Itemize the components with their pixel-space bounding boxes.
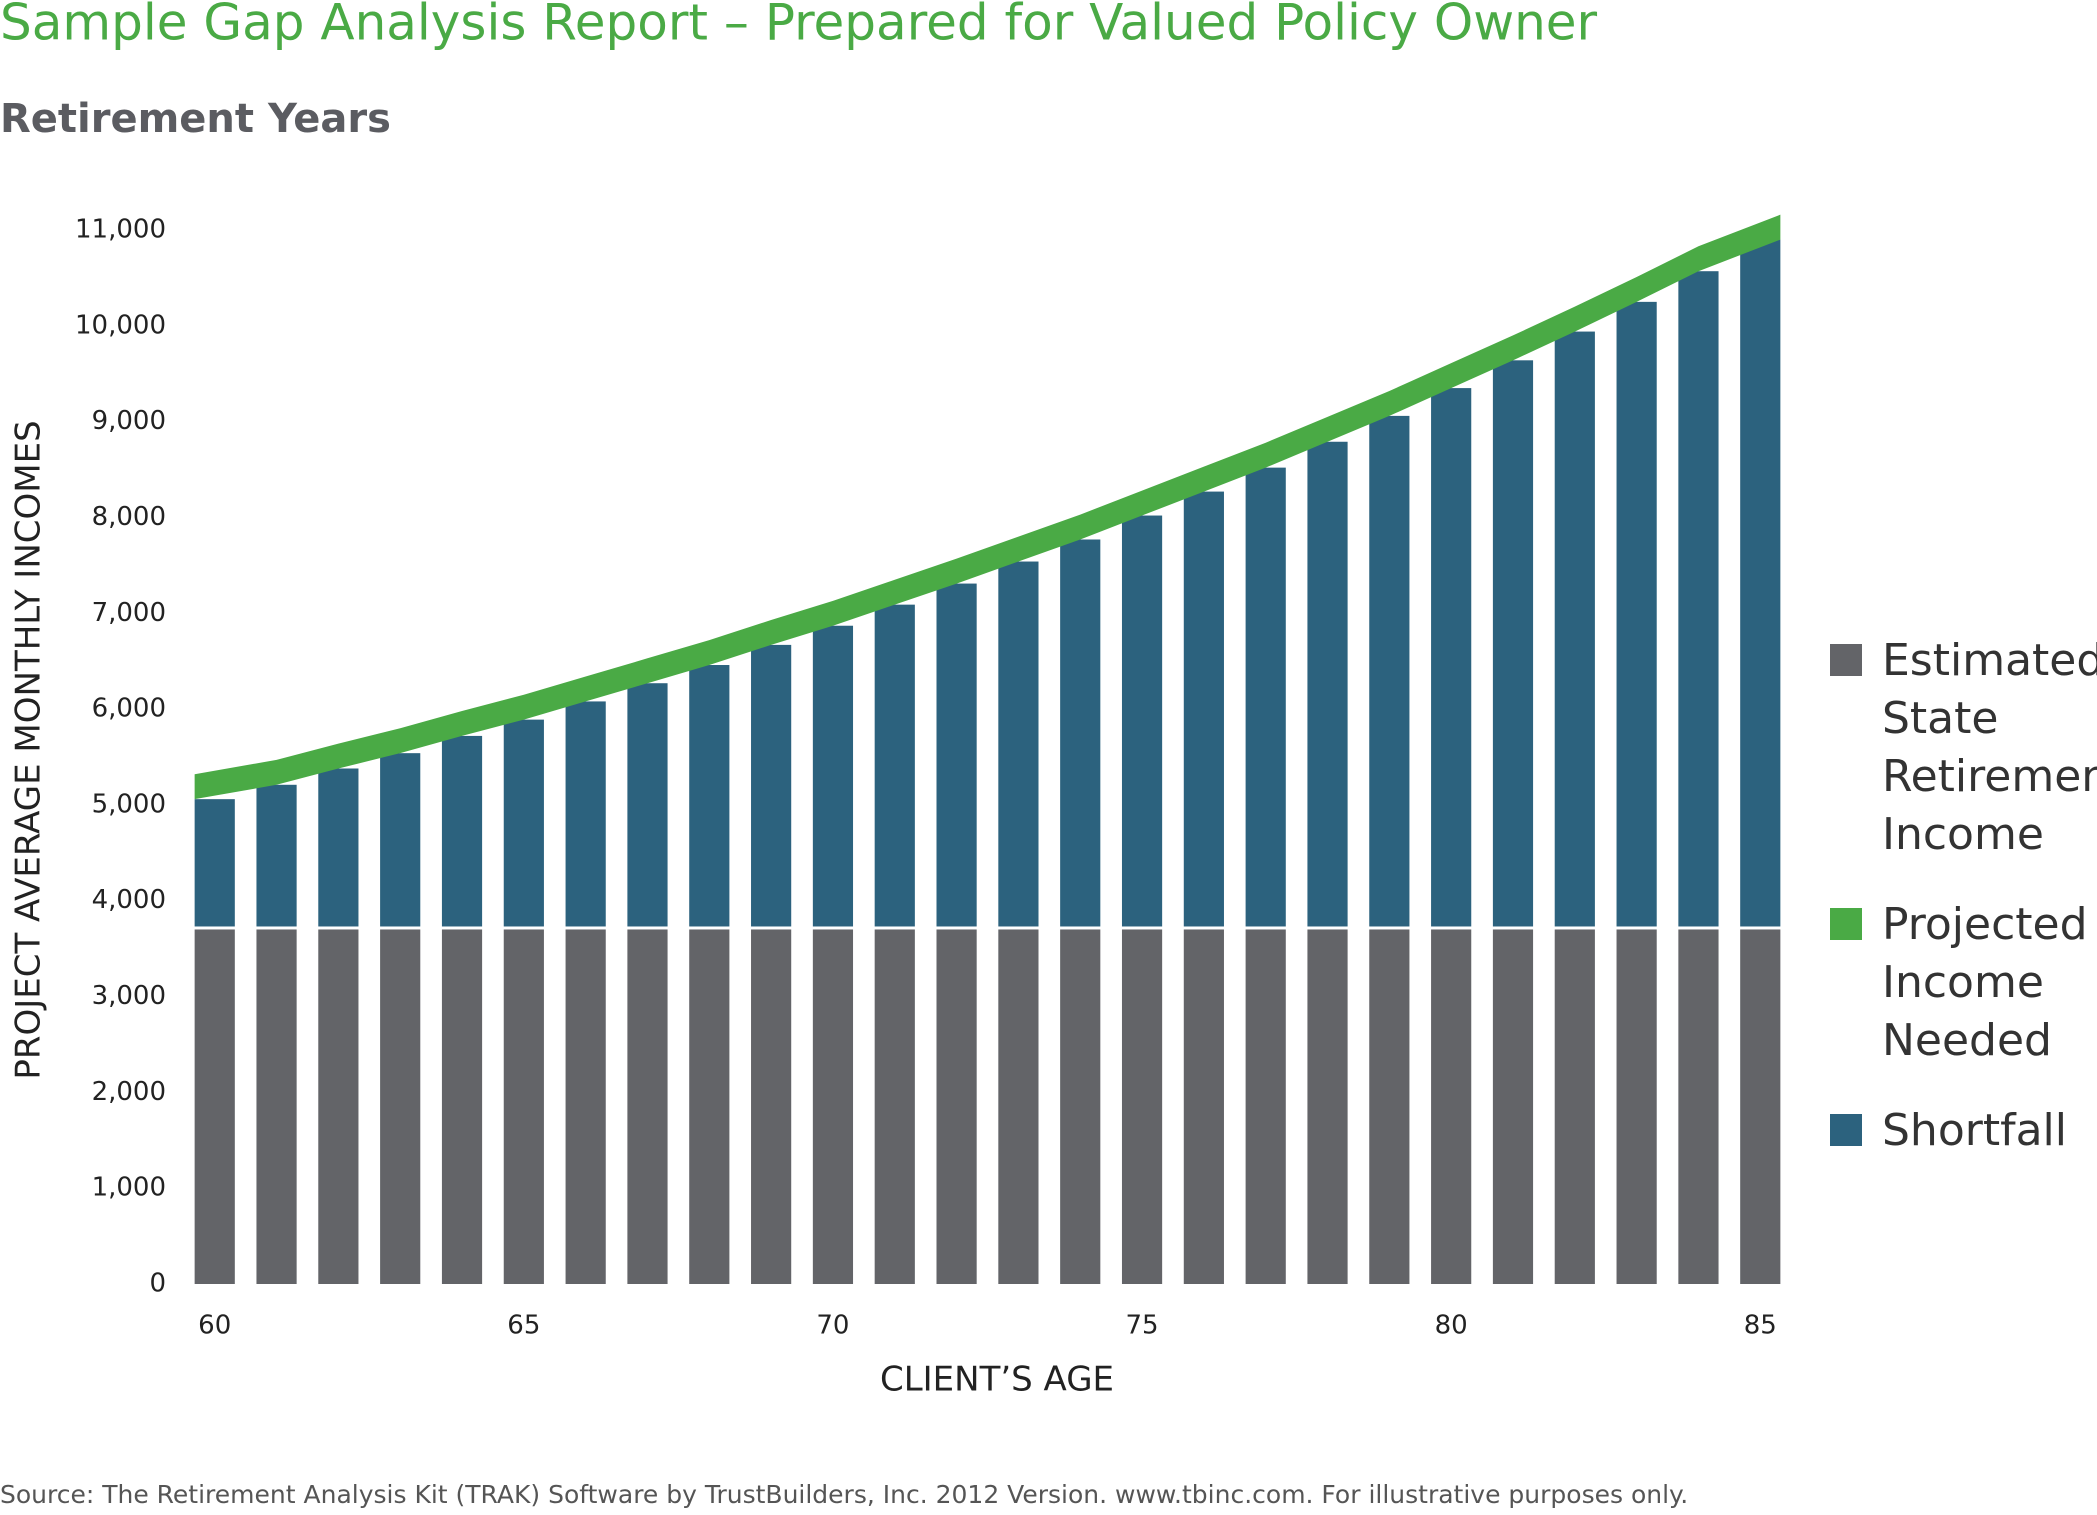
x-tick-label: 85	[1744, 1311, 1777, 1341]
bar-segment	[1431, 929, 1472, 1284]
bar-segment	[1431, 388, 1472, 927]
income-band	[194, 214, 1781, 800]
y-tick-label: 7,000	[92, 598, 166, 628]
bar-segment	[751, 644, 792, 927]
bar-segment	[194, 929, 235, 1284]
bar-segment	[998, 929, 1039, 1284]
bar-segment	[812, 929, 854, 1284]
y-tick-label: 0	[149, 1269, 166, 1299]
legend-item: Estimated State Retirement Income	[1830, 632, 2097, 864]
bar-segment	[874, 604, 915, 927]
bar-segment	[194, 799, 235, 927]
legend-label: Shortfall	[1882, 1105, 2067, 1156]
bar-segment	[565, 929, 606, 1284]
bar-segment	[998, 561, 1039, 927]
y-tick-label: 8,000	[92, 502, 166, 532]
legend-swatch	[1830, 644, 1862, 676]
bar-segment	[1060, 929, 1101, 1284]
bar-segment	[751, 929, 792, 1284]
bar-segment	[441, 929, 483, 1284]
x-tick-label: 60	[198, 1311, 231, 1341]
bar-segment	[565, 701, 606, 927]
bar-segment	[1492, 929, 1534, 1284]
bar-segment	[1616, 301, 1657, 927]
chart-title: Sample Gap Analysis Report – Prepared fo…	[0, 0, 1598, 52]
bar-segment	[1740, 929, 1781, 1284]
bar-segment	[441, 735, 483, 927]
source-note: Source: The Retirement Analysis Kit (TRA…	[0, 1480, 1688, 1509]
legend-swatch	[1830, 1114, 1862, 1146]
x-tick-label: 65	[507, 1311, 540, 1341]
y-tick-label: 5,000	[92, 789, 166, 819]
legend-label: Estimated State Retirement Income	[1882, 635, 2097, 860]
y-tick-label: 10,000	[75, 310, 166, 340]
y-tick-label: 11,000	[75, 215, 166, 245]
bar-segment	[380, 753, 421, 927]
bar-segment	[1307, 441, 1348, 927]
bar-segment	[503, 719, 544, 927]
y-tick-label: 6,000	[92, 694, 166, 724]
y-axis-label: PROJECT AVERAGE MONTHLY INCOMES	[9, 420, 49, 1079]
bar-segment	[689, 665, 730, 927]
bar-segment	[1616, 929, 1657, 1284]
x-tick-label: 70	[816, 1311, 849, 1341]
bar-segment	[318, 929, 359, 1284]
bar-segment	[1121, 515, 1163, 927]
legend-label: Projected Income Needed	[1882, 899, 2088, 1066]
bar-segment	[1060, 539, 1101, 927]
bar-segment	[380, 929, 421, 1284]
bar-segment	[503, 929, 544, 1284]
bar-segment	[1183, 929, 1224, 1284]
x-tick-label: 75	[1126, 1311, 1159, 1341]
y-tick-label: 2,000	[92, 1077, 166, 1107]
y-tick-label: 3,000	[92, 981, 166, 1011]
chart-subtitle: Retirement Years	[0, 96, 391, 142]
y-tick-label: 1,000	[92, 1173, 166, 1203]
legend-swatch	[1830, 908, 1862, 940]
bar-segment	[1492, 360, 1534, 927]
bar-segment	[1307, 929, 1348, 1284]
bar-segment	[1554, 929, 1595, 1284]
bar-segment	[1678, 271, 1719, 927]
bar-segment	[627, 683, 668, 927]
bar-segment	[812, 625, 854, 927]
bar-segment	[256, 929, 297, 1284]
y-tick-label: 4,000	[92, 885, 166, 915]
bar-segment	[1554, 331, 1595, 927]
x-tick-label: 80	[1435, 1311, 1468, 1341]
legend-item: Projected Income Needed	[1830, 896, 2088, 1070]
bar-segment	[689, 929, 730, 1284]
y-tick-label: 9,000	[92, 406, 166, 436]
bar-segment	[627, 929, 668, 1284]
bar-segment	[1183, 491, 1224, 927]
bar-segment	[256, 784, 297, 927]
bar-segment	[936, 583, 977, 927]
bar-segment	[1121, 929, 1163, 1284]
legend: Estimated State Retirement Income Project…	[1830, 632, 2097, 1192]
bar-segment	[1245, 467, 1286, 927]
bar-segment	[1678, 929, 1719, 1284]
bar-segment	[1740, 239, 1781, 927]
bar-segment	[318, 768, 359, 927]
legend-item: Shortfall	[1830, 1102, 2080, 1160]
bar-segment	[936, 929, 977, 1284]
x-axis-label: CLIENT’S AGE	[880, 1360, 1114, 1400]
bar-segment	[1245, 929, 1286, 1284]
bar-segment	[874, 929, 915, 1284]
bar-segment	[1369, 929, 1410, 1284]
bar-segment	[1369, 415, 1410, 927]
